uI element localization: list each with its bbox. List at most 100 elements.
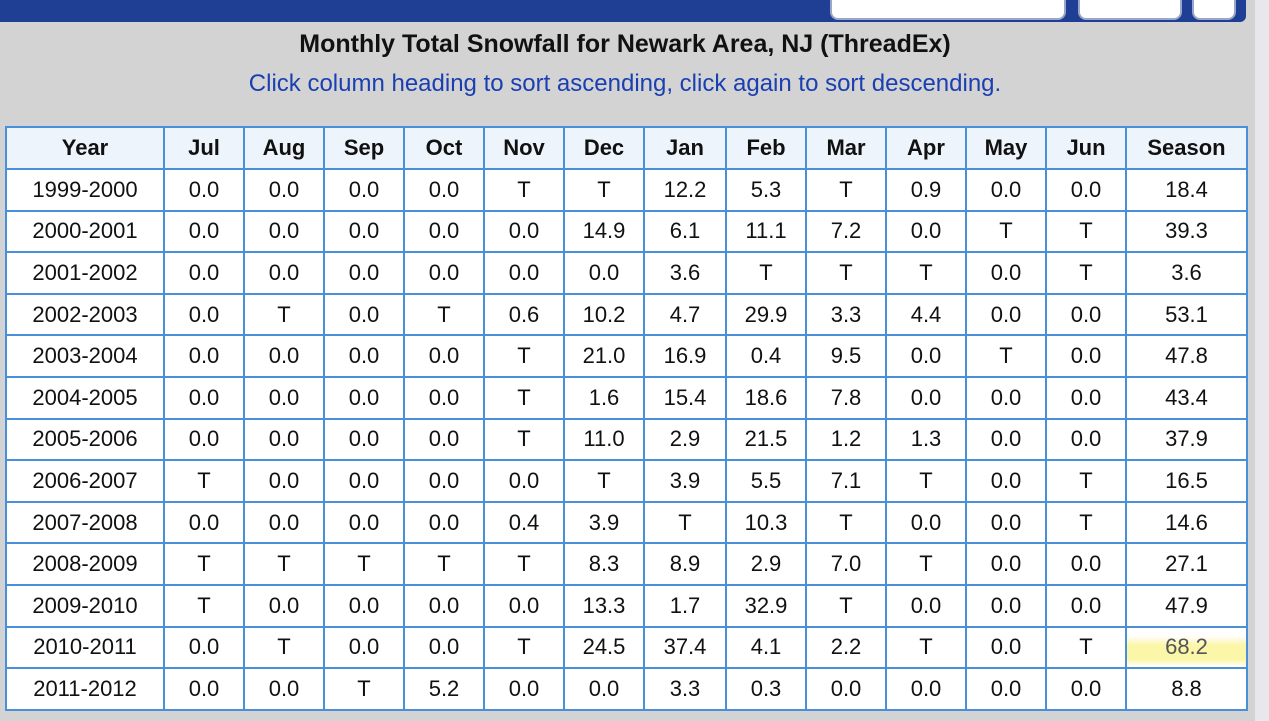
snowfall-cell: 0.0 [885,334,967,378]
snowfall-cell: 0.0 [323,375,405,420]
snowfall-cell: 1.2 [805,417,887,462]
column-heading[interactable]: Jun [1045,126,1127,170]
table-row: 2005-2006 0.0 0.0 0.0 0.0 T 11.0 2.9 21.5 1.2 1.3 0… [5,417,1248,462]
snowfall-cell: 0.0 [483,209,565,254]
year-cell: 2007-2008 [5,500,165,545]
snowfall-cell: 1.3 [885,417,967,462]
snowfall-cell: 24.5 [563,625,645,670]
table-row: 2008-2009 T T T T T 8.3 8.9 2.9 7.0 T 0.0 0.0 27.1 [5,542,1248,586]
column-heading[interactable]: Nov [483,126,565,170]
snowfall-cell: 0.0 [403,251,485,295]
column-heading[interactable]: Sep [323,126,405,170]
snowfall-cell: 0.0 [965,542,1047,586]
snowfall-cell: 0.0 [323,625,405,670]
snowfall-cell: 39.3 [1125,209,1248,254]
snowfall-cell: 0.3 [725,667,807,711]
snowfall-cell: T [483,334,565,378]
column-heading[interactable]: Dec [563,126,645,170]
column-heading[interactable]: Feb [725,126,807,170]
snowfall-cell: 0.0 [323,168,405,212]
column-heading[interactable]: Aug [243,126,325,170]
snowfall-cell: 0.0 [243,334,325,378]
snowfall-cell: 3.3 [643,667,727,711]
snowfall-cell: 4.4 [885,292,967,337]
snowfall-cell: 0.0 [323,292,405,337]
table-row: 2001-2002 0.0 0.0 0.0 0.0 0.0 0.0 3.6 T T T 0.0 T 3.6 [5,251,1248,295]
snowfall-cell: 53.1 [1125,292,1248,337]
snowfall-cell: 0.0 [243,667,325,711]
snowfall-cell: 0.0 [243,583,325,628]
snowfall-cell: 0.0 [1045,583,1127,628]
table-row: 2000-2001 0.0 0.0 0.0 0.0 0.0 14.9 6.1 11.1 7.2 0.… [5,209,1248,254]
snowfall-cell: T [403,292,485,337]
snowfall-cell: 0.0 [965,667,1047,711]
snowfall-cell: 6.1 [643,209,727,254]
toolbar-button[interactable] [830,0,1066,20]
toolbar-button[interactable] [1192,0,1236,20]
table-row: 2009-2010 T 0.0 0.0 0.0 0.0 13.3 1.7 32.9 T 0.0 0.0… [5,583,1248,628]
snowfall-cell: 0.0 [563,667,645,711]
column-heading[interactable]: Oct [403,126,485,170]
snowfall-cell: T [1045,500,1127,545]
year-cell: 2000-2001 [5,209,165,254]
snowfall-cell: T [1045,459,1127,503]
snowfall-cell: 0.0 [885,667,967,711]
snowfall-cell: T [1045,251,1127,295]
top-bar [0,0,1246,22]
column-heading[interactable]: Jul [163,126,245,170]
snowfall-cell: 0.0 [965,583,1047,628]
snowfall-cell: 0.0 [1045,168,1127,212]
snowfall-cell: 5.5 [725,459,807,503]
snowfall-cell: 2.9 [643,417,727,462]
snowfall-cell: 11.0 [563,417,645,462]
snowfall-cell: 5.2 [403,667,485,711]
snowfall-cell: T [725,251,807,295]
snowfall-cell: 0.0 [163,375,245,420]
snowfall-cell: T [965,209,1047,254]
snowfall-cell: 0.0 [403,625,485,670]
column-heading[interactable]: May [965,126,1047,170]
snowfall-cell: 0.0 [163,500,245,545]
snowfall-cell: T [483,625,565,670]
snowfall-cell: T [563,168,645,212]
snowfall-cell: 0.0 [403,209,485,254]
snowfall-cell: 0.0 [163,667,245,711]
snowfall-cell: 0.0 [243,417,325,462]
column-heading[interactable]: Mar [805,126,887,170]
snowfall-cell: T [1045,625,1127,670]
column-heading[interactable]: Jan [643,126,727,170]
snowfall-cell: 0.6 [483,292,565,337]
column-heading[interactable]: Season [1125,126,1248,170]
snowfall-cell: 0.0 [483,667,565,711]
snowfall-cell: T [163,583,245,628]
snowfall-cell: 0.0 [243,209,325,254]
toolbar-button[interactable] [1078,0,1182,20]
sort-instructions: Click column heading to sort ascending, … [248,70,1002,97]
snowfall-cell: 0.0 [885,500,967,545]
snowfall-cell: T [323,542,405,586]
snowfall-cell: 16.9 [643,334,727,378]
snowfall-cell: 16.5 [1125,459,1248,503]
snowfall-cell: 0.0 [483,251,565,295]
column-heading[interactable]: Year [5,126,165,170]
snowfall-cell: 7.0 [805,542,887,586]
table-row: 2004-2005 0.0 0.0 0.0 0.0 T 1.6 15.4 18.6 7.8 0.0 0… [5,375,1248,420]
snowfall-cell: T [965,334,1047,378]
year-cell: 2002-2003 [5,292,165,337]
table-row: 2003-2004 0.0 0.0 0.0 0.0 T 21.0 16.9 0.4 9.5 0.0 T… [5,334,1248,378]
year-cell: 2003-2004 [5,334,165,378]
snowfall-cell: 0.0 [1045,667,1127,711]
snowfall-cell: 0.9 [885,168,967,212]
snowfall-cell: 15.4 [643,375,727,420]
snowfall-cell: 0.0 [885,375,967,420]
snowfall-cell: T [483,168,565,212]
snowfall-cell: 18.6 [725,375,807,420]
snowfall-cell: 0.0 [965,168,1047,212]
snowfall-cell: T [805,583,887,628]
snowfall-cell: T [805,251,887,295]
snowfall-cell: 47.8 [1125,334,1248,378]
snowfall-cell: 2.2 [805,625,887,670]
column-heading[interactable]: Apr [885,126,967,170]
table-row: 2007-2008 0.0 0.0 0.0 0.0 0.4 3.9 T 10.3 T 0.0 0.0 T… [5,500,1248,545]
snowfall-cell: T [885,251,967,295]
